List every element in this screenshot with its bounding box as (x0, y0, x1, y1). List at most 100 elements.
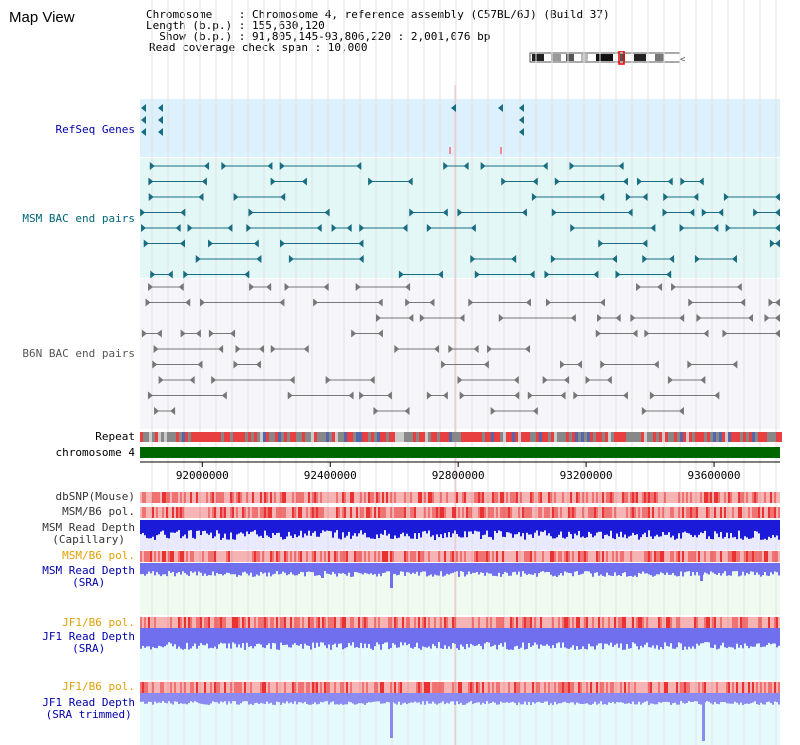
msm-depth-sra-bar (238, 563, 240, 576)
msm-depth-capillary-bar (628, 520, 630, 537)
repeat-segment (542, 432, 545, 442)
jf1-pol-trimmed-heat (412, 682, 414, 693)
jf1-pol-trimmed-heat (380, 682, 382, 693)
jf1-depth-sra-bar (422, 628, 424, 647)
jf1-depth-sra-bar (672, 628, 674, 649)
jf1-depth-trimmed-bar (610, 693, 612, 703)
msm-pol-sra-heat (528, 551, 530, 562)
jf1-depth-trimmed-bar (532, 693, 534, 703)
jf1-pol-trimmed-heat (362, 682, 364, 693)
msm-bac-pair (775, 193, 780, 201)
repeat-segment (335, 432, 338, 442)
msm-pol-sra-heat (168, 551, 170, 562)
jf1-depth-trimmed-bar (772, 693, 774, 705)
dbsnp-heat (208, 492, 210, 503)
msm-pol-sra-heat (754, 551, 756, 562)
msm-depth-sra-bar (554, 563, 556, 576)
dbsnp-heat (230, 492, 232, 503)
msm-pol-heat (208, 507, 210, 518)
dbsnp-heat (380, 492, 382, 503)
msm-pol-heat (764, 507, 766, 518)
msm-depth-sra-bar (360, 563, 362, 574)
msm-depth-sra-bar (174, 563, 176, 577)
jf1-pol-trimmed-heat (424, 682, 426, 693)
jf1-depth-trimmed-bar (284, 693, 286, 704)
jf1-depth-sra-bar (530, 628, 532, 647)
jf1-depth-trimmed-bar (442, 693, 444, 702)
msm-pol-sra-heat (430, 551, 432, 562)
b6n-bac-end-pairs-label: B6N BAC end pairs (22, 347, 135, 360)
dbsnp-heat (470, 492, 472, 503)
msm-depth-sra-bar (476, 563, 478, 572)
jf1-depth-trimmed-bar (778, 693, 780, 705)
b6n-bac-pair (408, 314, 414, 322)
jf1-pol-trimmed-heat (756, 682, 758, 693)
dbsnp-heat (156, 492, 158, 503)
msm-pol-heat (280, 507, 282, 518)
jf1-depth-sra-bar (746, 628, 748, 646)
msm-pol-heat (512, 507, 514, 518)
dbsnp-heat (324, 492, 326, 503)
jf1-depth-trimmed-bar (710, 693, 712, 704)
jf1-pol-heat (586, 617, 588, 628)
jf1-pol-trimmed-heat (658, 682, 660, 693)
msm-depth-capillary-bar (768, 520, 770, 537)
b6n-bac-pair (199, 298, 205, 307)
b6n-bac-pair (154, 407, 160, 415)
msm-depth-sra-bar (684, 563, 686, 573)
msm-depth-sra-bar (156, 563, 158, 573)
dbsnp-heat (250, 492, 252, 503)
msm-depth-sra-bar (296, 563, 298, 576)
msm-pol-sra-heat (176, 551, 178, 562)
repeat-segment (707, 432, 710, 442)
msm-pol-sra-heat (378, 551, 380, 562)
jf1-pol-heat (404, 617, 406, 628)
msm-depth-sra-bar (366, 563, 368, 574)
repeat-segment (419, 432, 422, 442)
msm-depth-capillary-bar (614, 520, 616, 540)
dbsnp-heat (394, 492, 396, 503)
msm-depth-capillary-bar (398, 520, 400, 538)
b6n-bac-pair (178, 283, 184, 291)
msm-depth-capillary-bar (292, 520, 294, 539)
jf1-pol-heat (512, 617, 514, 628)
msm-depth-capillary-bar (170, 520, 172, 533)
jf1-depth-trimmed-bar (358, 693, 360, 704)
msm-bac-pair (470, 255, 476, 263)
msm-depth-sra-bar (344, 563, 346, 575)
jf1-pol-heat (170, 617, 172, 628)
jf1-depth-trimmed-bar (216, 693, 218, 703)
msm-pol-heat (718, 507, 720, 518)
jf1-pol-trimmed-heat (218, 682, 220, 693)
repeat-segment (347, 432, 350, 442)
jf1-pol-trimmed-heat (308, 682, 310, 693)
repeat-segment (647, 432, 650, 442)
msm-pol-sra-heat (212, 551, 214, 562)
msm-pol-sra-heat (604, 551, 606, 562)
dbsnp-heat (364, 492, 366, 503)
msm-depth-sra-bar (206, 563, 208, 576)
jf1-pol-trimmed-heat (238, 682, 240, 693)
jf1-pol-heat (534, 617, 536, 628)
jf1-depth-trimmed-bar (328, 693, 330, 705)
jf1-pol-trimmed-heat (416, 682, 418, 693)
jf1-pol-heat (448, 617, 450, 628)
msm-depth-sra-bar (414, 563, 416, 574)
jf1-depth-sra-bar (578, 628, 580, 650)
msm-pol-sra-heat (642, 551, 644, 562)
jf1-pol-trimmed-heat (530, 682, 532, 693)
jf1-pol-heat (174, 617, 176, 628)
msm-depth-sra-bar (760, 563, 762, 577)
jf1-pol-heat (612, 617, 614, 628)
msm-depth-capillary-bar (662, 520, 664, 533)
b6n-bac-pair (235, 345, 241, 353)
jf1-pol-trimmed-heat (480, 682, 482, 693)
jf1-depth-sra-bar (276, 628, 278, 650)
repeat-segment (212, 432, 215, 442)
jf1-depth-sra-bar (776, 628, 778, 648)
jf1-pol-trimmed-heat (450, 682, 452, 693)
jf1-depth-trimmed-bar (664, 693, 666, 702)
msm-pol-sra-heat (720, 551, 722, 562)
b6n-bac-pair (284, 283, 290, 291)
